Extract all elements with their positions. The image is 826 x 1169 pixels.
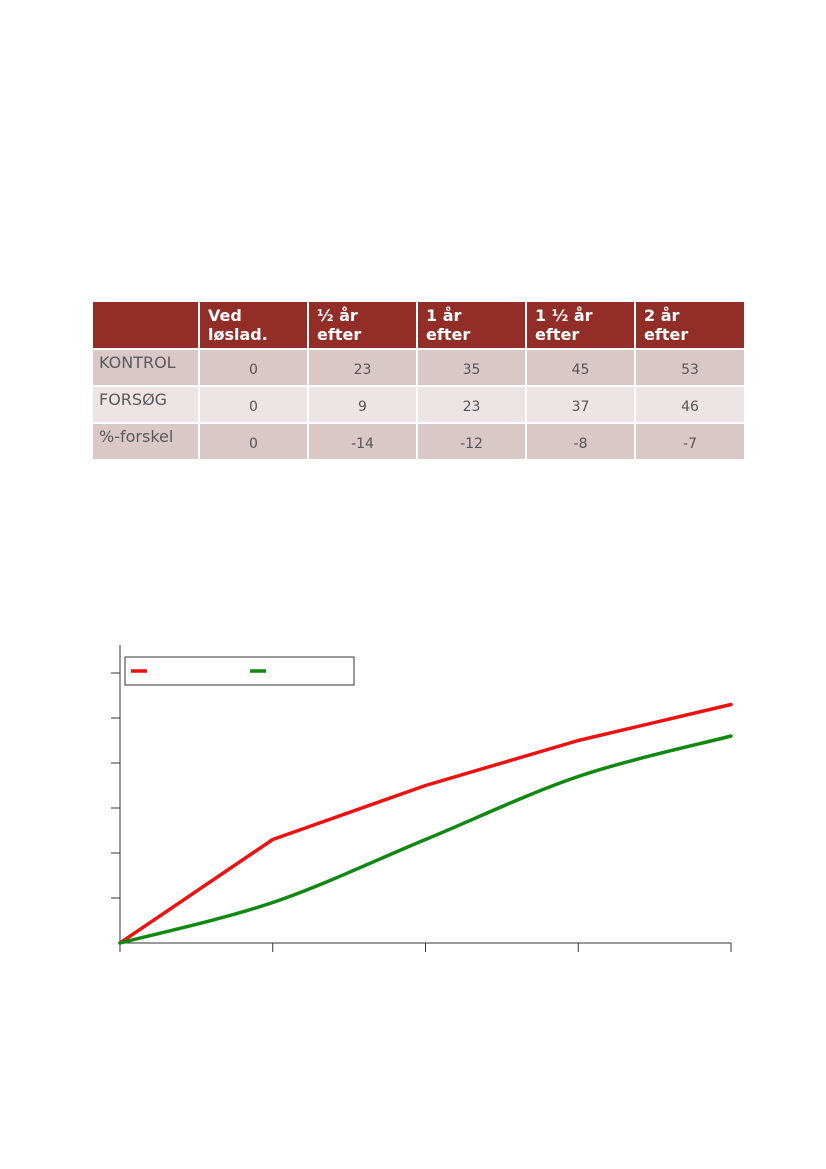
series-line-1 [118, 734, 733, 945]
table-cell: 37 [527, 387, 634, 422]
table-cell: 35 [418, 350, 525, 385]
chart-axes [111, 645, 732, 952]
row-label: KONTROL [93, 350, 198, 385]
chart-series [118, 702, 733, 945]
table-cell: -12 [418, 424, 525, 459]
table-cell: 53 [636, 350, 744, 385]
table-cell: -8 [527, 424, 634, 459]
table-cell: 9 [309, 387, 416, 422]
chart-legend [124, 656, 355, 686]
table-cell: 23 [309, 350, 416, 385]
table-cell: 23 [418, 387, 525, 422]
table-cell: 0 [200, 350, 307, 385]
row-label: %-forskel [93, 424, 198, 459]
table-header-cell: 1 ½ år efter [527, 302, 634, 348]
results-table: Ved løslad. ½ år efter 1 år efter 1 ½ år eft… [91, 300, 746, 461]
table-cell: 0 [200, 424, 307, 459]
series-line-0 [118, 702, 733, 945]
table-header-corner [93, 302, 198, 348]
table-cell: 0 [200, 387, 307, 422]
table-cell: 46 [636, 387, 744, 422]
table-header-cell: ½ år efter [309, 302, 416, 348]
table-row: %-forskel 0 -14 -12 -8 -7 [93, 424, 744, 459]
table-header-cell: 1 år efter [418, 302, 525, 348]
table-cell: 45 [527, 350, 634, 385]
table-header-cell: Ved løslad. [200, 302, 307, 348]
table-row: FORSØG 0 9 23 37 46 [93, 387, 744, 422]
table-header-row: Ved løslad. ½ år efter 1 år efter 1 ½ år eft… [93, 302, 744, 348]
row-label: FORSØG [93, 387, 198, 422]
table-header-cell: 2 år efter [636, 302, 744, 348]
table-cell: -14 [309, 424, 416, 459]
legend-box [124, 656, 355, 686]
table-row: KONTROL 0 23 35 45 53 [93, 350, 744, 385]
table-cell: -7 [636, 424, 744, 459]
